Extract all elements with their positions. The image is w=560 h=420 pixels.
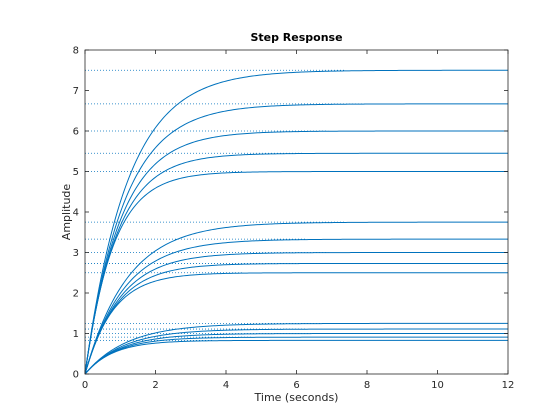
y-tick-label: 2 <box>73 289 79 300</box>
step-response-curve <box>84 69 508 375</box>
step-response-series-3 <box>84 130 508 375</box>
x-axis-label: Time (seconds) <box>254 391 339 404</box>
y-tick-label: 6 <box>73 127 79 138</box>
series-layer <box>84 69 508 375</box>
step-response-series-1 <box>84 69 508 375</box>
step-response-series-7 <box>84 238 508 375</box>
step-response-curve <box>84 103 508 375</box>
step-response-series-6 <box>84 221 508 375</box>
step-response-curve <box>84 221 508 375</box>
step-response-series-12 <box>84 328 508 375</box>
step-response-curve <box>84 336 508 375</box>
step-response-curve <box>84 272 508 375</box>
step-response-curve <box>84 130 508 375</box>
x-tick-label: 6 <box>293 380 299 391</box>
x-tick-label: 8 <box>364 380 370 391</box>
y-tick-label: 5 <box>73 167 79 178</box>
step-response-series-15 <box>84 339 508 375</box>
step-response-curve <box>84 171 508 375</box>
y-axis-label: Amplitude <box>60 184 73 241</box>
step-response-series-13 <box>84 333 508 375</box>
x-tick-label: 0 <box>82 380 88 391</box>
y-tick-label: 7 <box>73 86 79 97</box>
step-response-curve <box>84 322 508 375</box>
x-tick-label: 12 <box>502 380 515 391</box>
x-tick-label: 2 <box>152 380 158 391</box>
chart-title: Step Response <box>250 31 342 44</box>
step-response-series-11 <box>84 322 508 375</box>
step-response-series-2 <box>84 103 508 375</box>
y-tick-label: 3 <box>73 248 79 259</box>
step-response-curve <box>84 252 508 375</box>
plot-area <box>85 50 508 374</box>
step-response-curve <box>84 328 508 375</box>
step-response-curve <box>84 339 508 375</box>
y-tick-label: 1 <box>73 329 79 340</box>
step-response-series-9 <box>84 262 508 375</box>
step-response-series-8 <box>84 252 508 375</box>
y-tick-label: 4 <box>73 208 79 219</box>
y-tick-label: 8 <box>73 46 79 57</box>
step-response-curve <box>84 333 508 375</box>
step-response-curve <box>84 262 508 375</box>
x-tick-label: 4 <box>223 380 229 391</box>
x-tick-label: 10 <box>431 380 444 391</box>
step-response-series-5 <box>84 171 508 375</box>
step-response-series-10 <box>84 272 508 375</box>
step-response-curve <box>84 238 508 375</box>
step-response-curve <box>84 152 508 375</box>
y-tick-label: 0 <box>73 370 79 381</box>
step-response-series-4 <box>84 152 508 375</box>
step-response-series-14 <box>84 336 508 375</box>
